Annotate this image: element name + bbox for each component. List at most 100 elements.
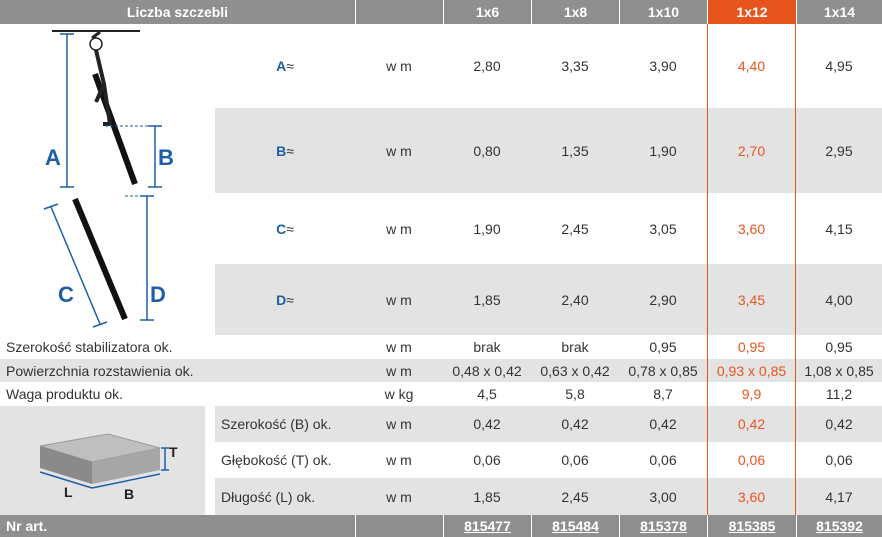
value-cell: 8,7: [619, 382, 707, 406]
value-cell: 0,93 x 0,85: [707, 359, 796, 382]
value-cell: 3,35: [531, 24, 619, 108]
value-cell: 2,80: [443, 24, 531, 108]
unit-cell: w m: [355, 406, 443, 442]
value-cell: brak: [443, 335, 531, 359]
ladder-dimension-diagram: [43, 30, 162, 328]
value-cell: 3,60: [707, 193, 796, 264]
value-cell: 5,8: [531, 382, 619, 406]
table-header-title: Liczba szczebli: [0, 0, 355, 24]
dimension-letter: B: [276, 142, 287, 159]
article-link[interactable]: 815484: [552, 518, 599, 534]
footer-unit: [355, 515, 443, 537]
value-cell: 1,90: [619, 108, 707, 193]
article-number-815484[interactable]: 815484: [531, 515, 619, 537]
unit-cell: w m: [355, 359, 443, 382]
value-cell: 4,5: [443, 382, 531, 406]
dimension-label-a: A ≈: [215, 24, 355, 108]
value-cell: 2,45: [531, 478, 619, 515]
spec-label: Powierzchnia rozstawienia ok.: [0, 359, 355, 382]
box-label-l: L: [64, 484, 73, 500]
value-cell: 0,42: [619, 406, 707, 442]
value-cell: 0,95: [796, 335, 882, 359]
column-header-1x14: 1x14: [796, 0, 882, 24]
unit-cell: w kg: [355, 382, 443, 406]
unit-cell: w m: [355, 335, 443, 359]
value-cell: 1,85: [443, 264, 531, 335]
value-cell: 0,42: [796, 406, 882, 442]
value-cell: 2,45: [531, 193, 619, 264]
approx-symbol: ≈: [286, 58, 294, 74]
unit-cell: w m: [355, 442, 443, 478]
package-box-area: [0, 406, 205, 515]
dimension-letter: A: [276, 58, 287, 74]
value-cell: 3,90: [619, 24, 707, 108]
value-cell: brak: [531, 335, 619, 359]
value-cell: 3,45: [707, 264, 796, 335]
value-cell: 3,00: [619, 478, 707, 515]
dimension-letter: C: [276, 220, 287, 237]
value-cell: 2,95: [796, 108, 882, 193]
article-number-815385[interactable]: 815385: [707, 515, 796, 537]
diagram-label-b: B: [158, 145, 174, 170]
table-header-unit: [355, 0, 443, 24]
value-cell: 3,05: [619, 193, 707, 264]
approx-symbol: ≈: [286, 291, 294, 308]
article-number-label: Nr art.: [0, 515, 355, 537]
spec-label: Waga produktu ok.: [0, 382, 355, 406]
value-cell: 0,06: [443, 442, 531, 478]
value-cell: 3,60: [707, 478, 796, 515]
dimension-letter: D: [276, 291, 287, 308]
value-cell: 4,17: [796, 478, 882, 515]
package-label: Długość (L) ok.: [215, 478, 355, 515]
value-cell: 0,95: [707, 335, 796, 359]
diagram-label-d: D: [150, 282, 166, 307]
value-cell: 2,90: [619, 264, 707, 335]
column-header-1x12: 1x12: [707, 0, 796, 24]
dimension-label-d: D ≈: [215, 264, 355, 335]
article-link[interactable]: 815385: [728, 518, 776, 534]
value-cell: 1,08 x 0,85: [796, 359, 882, 382]
value-cell: 4,00: [796, 264, 882, 335]
value-cell: 0,95: [619, 335, 707, 359]
value-cell: 4,95: [796, 24, 882, 108]
value-cell: 2,70: [707, 108, 796, 193]
spec-label: Szerokość stabilizatora ok.: [0, 335, 355, 359]
column-header-1x6: 1x6: [443, 0, 531, 24]
article-number-815477[interactable]: 815477: [443, 515, 531, 537]
unit-cell: w m: [355, 24, 443, 108]
value-cell: 0,63 x 0,42: [531, 359, 619, 382]
package-label: Szerokość (B) ok.: [215, 406, 355, 442]
article-number-815378[interactable]: 815378: [619, 515, 707, 537]
value-cell: 0,80: [443, 108, 531, 193]
unit-cell: w m: [355, 478, 443, 515]
unit-cell: w m: [355, 264, 443, 335]
value-cell: 0,06: [707, 442, 796, 478]
diagram-label-c: C: [58, 282, 74, 307]
article-link[interactable]: 815477: [464, 518, 511, 534]
value-cell: 1,90: [443, 193, 531, 264]
value-cell: 4,40: [707, 24, 796, 108]
dimension-label-b: B ≈: [215, 108, 355, 193]
value-cell: 0,06: [619, 442, 707, 478]
unit-cell: w m: [355, 108, 443, 193]
column-header-1x8: 1x8: [531, 0, 619, 24]
value-cell: 1,85: [443, 478, 531, 515]
approx-symbol: ≈: [286, 220, 294, 237]
article-link[interactable]: 815378: [640, 518, 687, 534]
diagram-label-a: A: [45, 145, 61, 170]
article-number-815392[interactable]: 815392: [796, 515, 882, 537]
unit-cell: w m: [355, 193, 443, 264]
approx-symbol: ≈: [286, 142, 294, 159]
column-header-1x10: 1x10: [619, 0, 707, 24]
value-cell: 0,48 x 0,42: [443, 359, 531, 382]
article-link[interactable]: 815392: [816, 518, 863, 534]
box-label-b: B: [124, 486, 135, 502]
value-cell: 11,2: [796, 382, 882, 406]
value-cell: 0,42: [443, 406, 531, 442]
value-cell: 0,42: [707, 406, 796, 442]
dimension-label-c: C ≈: [215, 193, 355, 264]
box-label-t: T: [169, 444, 178, 460]
package-label: Głębokość (T) ok.: [215, 442, 355, 478]
value-cell: 2,40: [531, 264, 619, 335]
package-box-icon: [39, 433, 169, 489]
